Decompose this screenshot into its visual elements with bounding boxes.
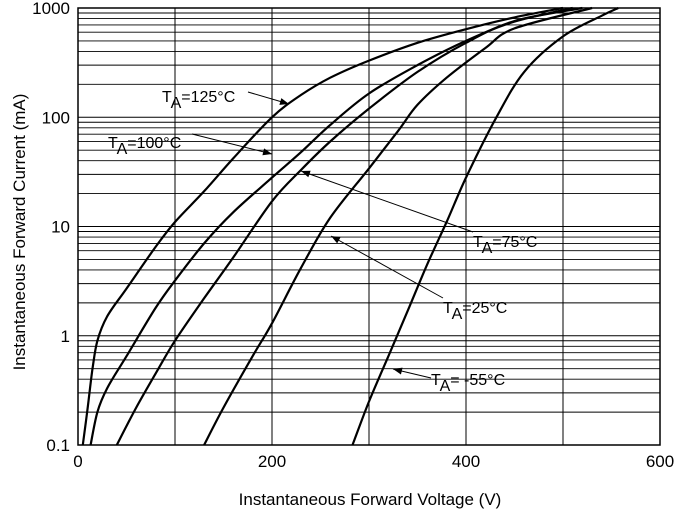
curve-75C <box>115 6 583 446</box>
leader-line-75C <box>300 170 474 233</box>
x-axis-label: Instantaneous Forward Voltage (V) <box>239 490 502 509</box>
curve-label--55C: TA= -55°C <box>431 372 505 395</box>
label-subscript: A <box>452 306 463 323</box>
curve-100C <box>89 6 573 446</box>
x-tick-label: 400 <box>452 452 480 471</box>
y-tick-label: 1 <box>61 327 70 346</box>
arrowhead--55C <box>393 367 403 375</box>
arrowhead-125C <box>279 98 289 105</box>
y-tick-label: 1000 <box>32 0 70 18</box>
curve-label-25C: TA=25°C <box>443 300 507 323</box>
label-main: T <box>473 234 483 251</box>
curves <box>81 6 619 446</box>
label-subscript: A <box>440 378 451 395</box>
label-rest: =25°C <box>462 300 507 317</box>
label-rest: =75°C <box>492 234 537 251</box>
label-rest: =100°C <box>127 135 181 152</box>
label-rest: =125°C <box>181 89 235 106</box>
curve-label-125C: TA=125°C <box>162 89 235 112</box>
curve-labels: TA=125°CTA=100°CTA=75°CTA=25°CTA= -55°C <box>108 89 537 395</box>
plot-frame <box>77 7 661 446</box>
leader-line-25C <box>330 235 444 299</box>
arrowhead-25C <box>331 236 341 244</box>
label-main: T <box>431 372 441 389</box>
label-main: T <box>443 300 453 317</box>
label-subscript: A <box>171 95 182 112</box>
x-tick-label: 0 <box>73 452 82 471</box>
x-tick-label: 200 <box>258 452 286 471</box>
curve-label-100C: TA=100°C <box>108 135 181 158</box>
plot-border <box>77 7 661 446</box>
x-tick-label: 600 <box>646 452 674 471</box>
label-subscript: A <box>117 141 128 158</box>
y-tick-label: 100 <box>42 108 70 127</box>
label-subscript: A <box>482 240 493 257</box>
label-rest: = -55°C <box>450 372 505 389</box>
label-main: T <box>162 89 172 106</box>
curve-25C <box>203 6 593 446</box>
leader-line-100C <box>191 133 273 155</box>
curve-125C <box>81 6 564 446</box>
arrowhead-75C <box>301 170 311 178</box>
label-main: T <box>108 135 118 152</box>
curve-label-75C: TA=75°C <box>473 234 537 257</box>
grid <box>77 8 661 446</box>
tick-labels: 0 200 400 600 0.1 1 10 100 1000 <box>32 0 674 471</box>
arrowhead-100C <box>262 148 272 156</box>
curve--55C <box>351 7 619 446</box>
y-tick-label: 10 <box>51 218 70 237</box>
y-tick-label: 0.1 <box>46 436 70 455</box>
y-axis-label: Instantaneous Forward Current (mA) <box>10 94 29 371</box>
